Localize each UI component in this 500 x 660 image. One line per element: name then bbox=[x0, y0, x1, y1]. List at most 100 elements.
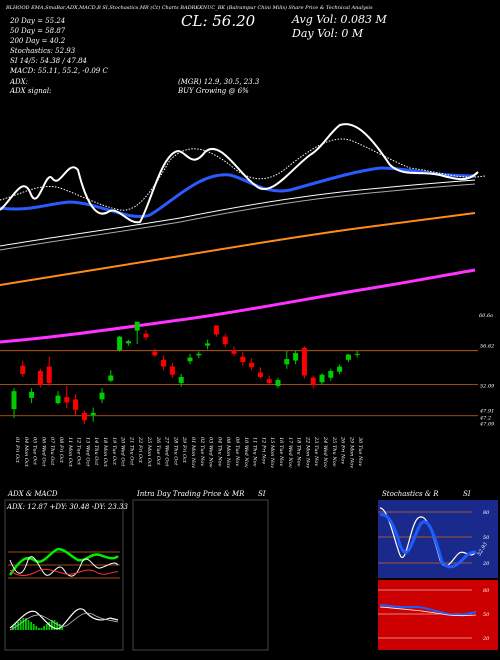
macd-line bbox=[9, 608, 119, 630]
ema-fast-dotted-line bbox=[0, 138, 486, 211]
date-label: 29 Mon Nov bbox=[348, 436, 354, 468]
macd-bar bbox=[30, 622, 32, 630]
candle-body bbox=[55, 395, 61, 404]
candle-body bbox=[345, 354, 351, 360]
candle-body bbox=[169, 366, 175, 375]
date-label: 10 Wed Nov bbox=[243, 437, 249, 468]
date-label: 03 Wed Nov bbox=[208, 437, 214, 468]
stochastics-label: Stochastics: 52.93 bbox=[10, 47, 76, 55]
date-label: 17 Wed Nov bbox=[287, 437, 293, 468]
date-label: 11 Thu Nov bbox=[252, 437, 258, 467]
macd-bar bbox=[48, 622, 51, 630]
rsi-tick-20: 20 bbox=[482, 636, 490, 642]
date-label: 05 Tue Oct bbox=[32, 437, 38, 466]
date-label: 08 Mon Nov bbox=[225, 437, 231, 468]
ema-slow-line bbox=[0, 212, 476, 286]
candle-body bbox=[240, 356, 246, 363]
date-label: 30 Tue Nov bbox=[357, 437, 363, 466]
macd-signal-line bbox=[9, 612, 119, 631]
close-price: CL: 56.20 bbox=[181, 12, 256, 30]
candle-body bbox=[90, 412, 96, 416]
candle-body bbox=[143, 333, 149, 338]
candle-body bbox=[337, 366, 343, 372]
intraday-si-label: SI bbox=[258, 490, 266, 498]
macd-label: MACD: 55.11, 55.2, -0.09 C bbox=[9, 67, 108, 75]
date-label: 15 Mon Nov bbox=[269, 437, 275, 468]
candle-body bbox=[213, 325, 219, 335]
macd-bar bbox=[61, 626, 64, 630]
date-label: 18 Thu Nov bbox=[296, 437, 302, 467]
candle-body bbox=[178, 376, 184, 383]
date-label: 27 Wed Oct bbox=[164, 436, 170, 467]
stoch-d-line bbox=[379, 513, 477, 569]
candle-body bbox=[257, 372, 263, 377]
candle-body bbox=[275, 379, 281, 386]
date-label: 12 Fri Nov bbox=[260, 437, 266, 464]
price-label: 47.2 bbox=[479, 416, 491, 422]
si-label: SI 14/5: 54.38 / 47.84 bbox=[10, 57, 87, 65]
stoch-tick-50: 50 bbox=[483, 535, 490, 541]
date-label: 14 Thu Oct bbox=[93, 437, 99, 466]
chart-header-line: BLHOOD EMA,SmaBar,ADX,MACD,B SI,Stochast… bbox=[5, 4, 373, 11]
date-label: 11 Mon Oct bbox=[67, 437, 73, 468]
candle-body bbox=[73, 399, 79, 410]
macd-bar bbox=[19, 620, 22, 630]
date-label: 18 Mon Oct bbox=[102, 437, 108, 468]
candle-body bbox=[249, 362, 255, 368]
price-tag-top: 60.6o bbox=[479, 313, 493, 319]
candle-body bbox=[29, 391, 35, 398]
adx-line bbox=[9, 556, 119, 577]
candle-body bbox=[354, 353, 360, 355]
macd-histogram bbox=[12, 618, 64, 630]
date-label: 13 Wed Oct bbox=[84, 437, 90, 467]
macd-bar bbox=[53, 620, 56, 630]
adx-readout: ADX: 12.87 +DY: 30.48 -DY: 23.33 bbox=[6, 503, 128, 511]
intraday-title: Intra Day Trading Price & MR bbox=[136, 490, 245, 498]
date-label: 26 Fri Nov bbox=[340, 436, 346, 464]
date-label: 01 Mon Nov bbox=[190, 437, 196, 468]
candle-body bbox=[125, 341, 131, 344]
date-label: 07 Thu Oct bbox=[49, 437, 55, 466]
date-label: 04 Thu Nov bbox=[216, 437, 222, 467]
date-label: 16 Tue Nov bbox=[278, 437, 284, 466]
date-label: 04 Mon Oct bbox=[23, 437, 29, 468]
intraday-panel: Intra Day Trading Price & MR SI bbox=[132, 490, 269, 651]
date-label: 28 Thu Oct bbox=[172, 436, 178, 466]
candle-body bbox=[266, 379, 272, 383]
adx-signal: BUY Growing @ 6% bbox=[177, 87, 249, 95]
date-label: 25 Thu Nov bbox=[331, 436, 337, 467]
macd-bar bbox=[58, 624, 61, 630]
date-label: 23 Tue Nov bbox=[313, 436, 319, 466]
ema-grey-line bbox=[0, 183, 476, 251]
date-label: 22 Fri Oct bbox=[137, 436, 143, 464]
rsi-tick-80: 80 bbox=[483, 588, 490, 594]
date-label: 12 Tue Oct bbox=[76, 437, 82, 466]
macd-bar bbox=[25, 618, 27, 630]
rsi-line bbox=[379, 604, 477, 616]
macd-bar bbox=[51, 620, 53, 630]
date-label: 19 Tue Oct bbox=[111, 437, 117, 466]
candles bbox=[11, 321, 360, 425]
date-axis: 01 Fri Oct 04 Mon Oct 05 Tue Oct 06 Wed Oct… bbox=[14, 436, 363, 468]
date-label: 20 Wed Oct bbox=[120, 436, 126, 467]
candle-body bbox=[108, 375, 114, 381]
date-label: 06 Wed Oct bbox=[40, 437, 46, 467]
ema-fast-line bbox=[0, 123, 479, 224]
date-label: 24 Wed Nov bbox=[322, 436, 328, 468]
adx-label: ADX: bbox=[9, 78, 28, 86]
stoch-tick-20: 20 bbox=[482, 561, 490, 567]
date-label: 09 Tue Nov bbox=[234, 437, 240, 466]
stochastics-title: Stochastics & R bbox=[382, 490, 439, 498]
candle-body bbox=[46, 366, 52, 383]
candle-body bbox=[20, 365, 26, 374]
macd-bar bbox=[17, 622, 19, 630]
candle-body bbox=[205, 343, 211, 346]
avg-volume: Avg Vol: 0.083 M bbox=[291, 13, 388, 26]
macd-bar bbox=[35, 626, 38, 630]
adx-signal-label: ADX signal: bbox=[9, 87, 51, 95]
candle-body bbox=[319, 374, 325, 383]
candle-body bbox=[328, 371, 334, 378]
candle-body bbox=[284, 359, 290, 365]
candle-body bbox=[64, 397, 70, 403]
